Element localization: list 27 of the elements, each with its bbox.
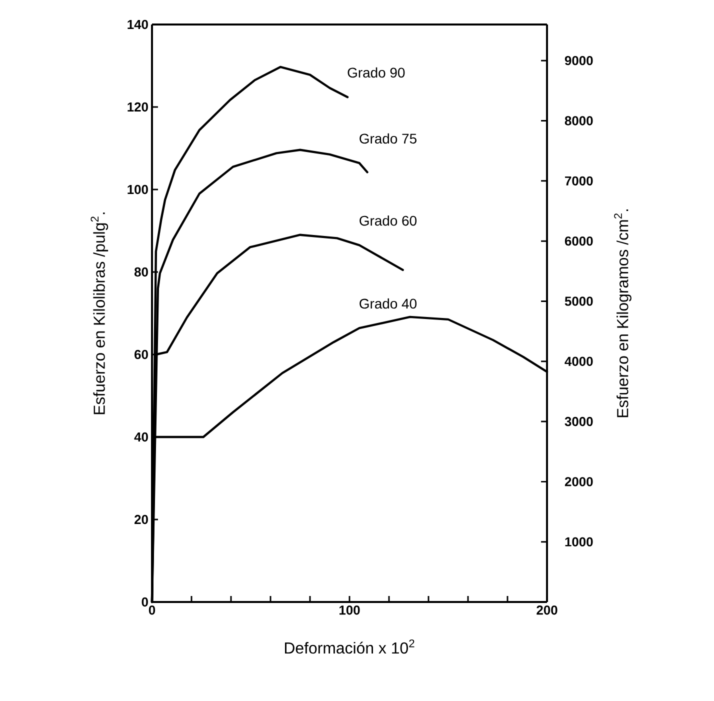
x-tick-label: 200 [536, 606, 558, 615]
y-tick-label: 100 [128, 184, 148, 194]
y-tick-label: 120 [128, 102, 148, 112]
y2-tick-label: 5000 [564, 296, 593, 306]
y-tick-label: 60 [134, 350, 148, 360]
y2-tick-label: 1000 [565, 537, 593, 546]
x-tick-label: 0 [148, 606, 156, 615]
y2-tick-label: 3000 [564, 416, 593, 426]
series-label: Grado 90 [348, 67, 405, 78]
y2-tick-label: 2000 [564, 477, 593, 486]
y2-tick-label: 8000 [564, 116, 593, 126]
x-axis-title: Deformación x 10$^{2}$ [285, 639, 414, 654]
y2-tick-label: 6000 [564, 236, 593, 246]
y-tick-label: 0 [142, 597, 148, 607]
y-tick-label: 140 [128, 20, 148, 30]
series-label: Grado 40 [360, 298, 417, 309]
y2-tick-label: 9000 [564, 56, 593, 66]
series-label: Grado 75 [360, 133, 416, 144]
y2-tick-label: 7000 [565, 176, 593, 186]
y2-tick-label: 4000 [564, 356, 593, 366]
y2-axis-title: Esfuerzo en Kilogramos /cm$^{2}$. [614, 209, 632, 418]
y-tick-label: 80 [134, 267, 148, 277]
x-tick-label: 100 [340, 606, 360, 615]
y-tick-label: 40 [134, 432, 148, 442]
y-axis-title: Esfuerzo en Kilolibras /pulg$^{2}$. [90, 212, 108, 414]
y-tick-label: 20 [134, 514, 148, 524]
series-label: Grado 60 [360, 215, 417, 226]
